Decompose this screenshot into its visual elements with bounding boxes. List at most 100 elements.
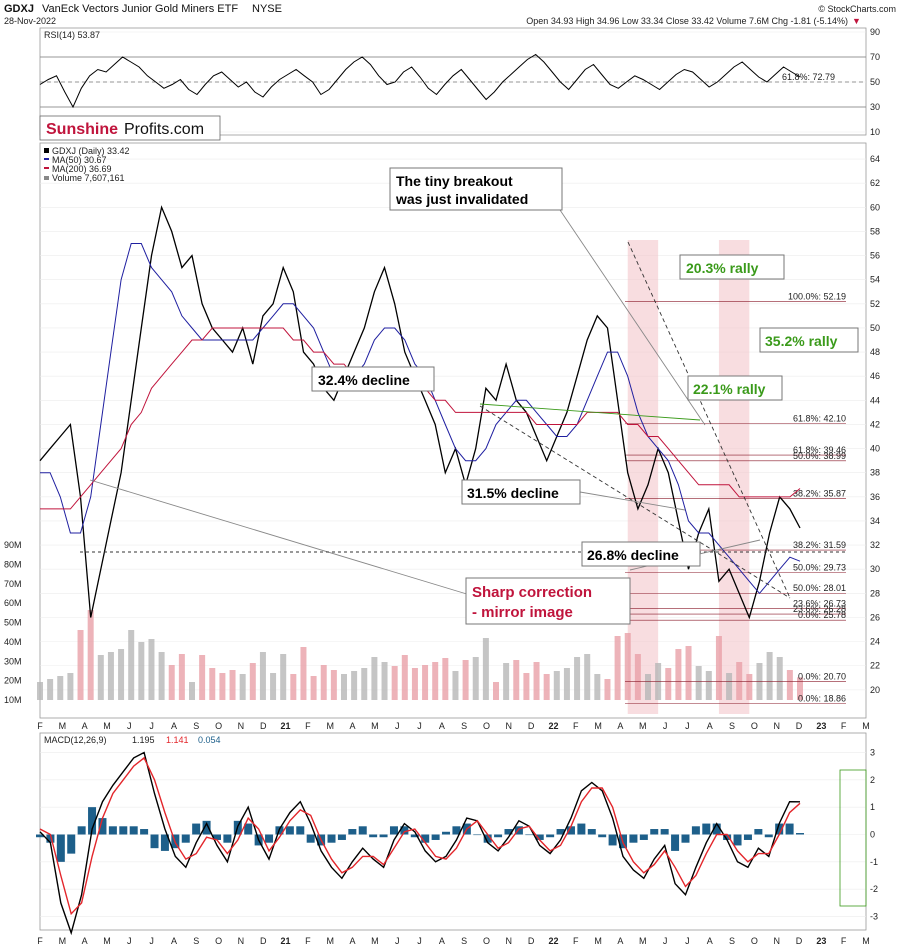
fib-level-label: 100.0%: 52.19	[788, 292, 846, 302]
volume-bar	[432, 662, 439, 700]
annotation-decline-31: 31.5% decline	[467, 485, 559, 501]
annotation-sharp-correction: Sharp correction	[472, 584, 592, 601]
macd-histogram-bar	[285, 826, 294, 835]
macd-histogram-bar	[129, 826, 138, 835]
macd-xtick-label: N	[238, 936, 245, 946]
volume-bar	[310, 676, 317, 700]
volume-tick-label: 80M	[4, 559, 22, 569]
macd-histogram-bar	[504, 829, 513, 835]
symbol: GDXJ	[4, 3, 34, 15]
macd-histogram-bar	[754, 829, 763, 835]
macd-histogram-bar	[296, 826, 305, 835]
macd-histogram-bar	[546, 834, 555, 838]
macd-xtick-label: M	[326, 936, 334, 946]
histogram-value: 0.054	[198, 735, 221, 745]
annotation-breakout-2: was just invalidated	[395, 191, 528, 207]
chart-date: 28-Nov-2022	[4, 16, 56, 26]
price-xtick-label: A	[350, 721, 356, 731]
price-xtick-label: M	[862, 721, 870, 731]
volume-bar	[371, 657, 378, 700]
volume-bar	[158, 652, 165, 700]
macd-xtick-label: F	[305, 936, 311, 946]
legend-volume: Volume 7,607,161	[52, 173, 125, 183]
macd-histogram-bar	[327, 834, 336, 843]
macd-xtick-label: J	[417, 936, 422, 946]
signal-line	[39, 756, 801, 916]
price-xtick-label: J	[395, 721, 400, 731]
down-arrow-icon: ▼	[852, 16, 861, 26]
price-ytick-label: 20	[870, 685, 880, 695]
macd-xtick-label: F	[841, 936, 847, 946]
volume-bar	[482, 638, 489, 700]
macd-histogram-bar	[452, 826, 461, 835]
volume-bar	[503, 663, 510, 700]
volume-bar	[97, 655, 104, 700]
macd-histogram-bar	[442, 831, 451, 835]
macd-histogram-bar	[525, 834, 534, 836]
volume-tick-label: 20M	[4, 676, 22, 686]
fib-level-label: 38.2%: 35.87	[793, 488, 846, 498]
callout-pointer	[89, 479, 471, 596]
macd-histogram-bar	[223, 834, 232, 843]
annotation-rally-20: 20.3% rally	[686, 260, 759, 276]
macd-xtick-label: A	[439, 936, 445, 946]
volume-bar	[462, 660, 469, 700]
macd-histogram-bar	[389, 826, 398, 835]
volume-bar	[675, 649, 682, 700]
volume-bar	[797, 677, 803, 700]
volume-bar	[594, 674, 601, 700]
rsi-ytick-label: 70	[870, 52, 880, 62]
logo-sunshine: Sunshine	[46, 121, 118, 138]
macd-xtick-label: D	[260, 936, 267, 946]
volume-bar	[736, 662, 743, 700]
price-ytick-label: 42	[870, 419, 880, 429]
volume-bar	[270, 673, 277, 700]
macd-histogram-bar	[577, 823, 586, 835]
macd-xtick-label: O	[483, 936, 490, 946]
fib-level-label: 38.2%: 31.59	[793, 540, 846, 550]
fib-level-label: 50.0%: 29.73	[793, 562, 846, 572]
macd-histogram-bar	[723, 834, 732, 840]
price-xtick-label: O	[483, 721, 490, 731]
price-ytick-label: 40	[870, 444, 880, 454]
volume-bar	[442, 658, 449, 700]
macd-histogram-bar	[608, 834, 617, 846]
macd-xtick-label: F	[573, 936, 579, 946]
fib-level-label: 23.6%: 26.28	[793, 604, 846, 614]
macd-histogram-bar	[56, 834, 65, 862]
macd-histogram-bar	[712, 823, 721, 835]
volume-bar	[199, 655, 206, 700]
price-ytick-label: 26	[870, 612, 880, 622]
macd-histogram-bar	[140, 829, 149, 835]
macd-histogram-bar	[681, 834, 690, 843]
volume-bar	[422, 665, 429, 700]
macd-xtick-label: M	[639, 936, 647, 946]
price-xtick-label: F	[305, 721, 311, 731]
macd-histogram-bar	[556, 829, 565, 835]
fib-level-label: 50.0%: 28.01	[793, 583, 846, 593]
volume-bar	[381, 662, 388, 700]
volume-bar	[290, 674, 297, 700]
macd-histogram-bar	[566, 826, 575, 835]
price-ytick-label: 22	[870, 661, 880, 671]
macd-xtick-label: S	[193, 936, 199, 946]
price-ytick-label: 28	[870, 588, 880, 598]
price-xtick-label: M	[326, 721, 334, 731]
volume-bar	[472, 657, 479, 700]
volume-bar	[138, 642, 145, 700]
macd-xtick-label: N	[773, 936, 780, 946]
macd-xtick-label: M	[594, 936, 602, 946]
price-xtick-label: S	[193, 721, 199, 731]
macd-histogram-bar	[98, 818, 107, 835]
macd-histogram-bar	[379, 834, 388, 838]
highlight-zone	[718, 240, 750, 714]
macd-xtick-label: A	[707, 936, 713, 946]
price-xtick-label: D	[260, 721, 267, 731]
volume-bar	[229, 670, 236, 700]
volume-bar	[614, 636, 621, 700]
volume-bar	[280, 654, 287, 700]
macd-histogram-bar	[796, 833, 804, 835]
fib-level-label: 23.6%: 26.73	[793, 599, 846, 609]
volume-bar	[543, 674, 550, 700]
